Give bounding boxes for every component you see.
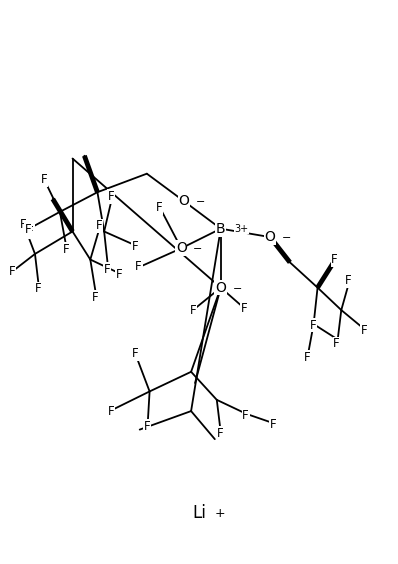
Text: O: O xyxy=(215,281,226,294)
Text: F: F xyxy=(144,420,150,433)
Text: F: F xyxy=(132,347,138,360)
Text: 3+: 3+ xyxy=(234,224,249,233)
Text: +: + xyxy=(215,506,225,519)
Text: F: F xyxy=(304,351,310,364)
Text: F: F xyxy=(361,324,367,337)
Text: F: F xyxy=(270,418,277,431)
Text: F: F xyxy=(345,274,352,288)
Text: Li: Li xyxy=(192,504,206,522)
Text: F: F xyxy=(217,427,223,440)
Text: F: F xyxy=(116,268,123,281)
Text: −: − xyxy=(232,284,242,294)
Text: −: − xyxy=(282,233,291,243)
Text: F: F xyxy=(135,261,142,274)
Text: F: F xyxy=(104,263,111,276)
Text: F: F xyxy=(9,266,16,279)
Text: F: F xyxy=(35,282,41,295)
Text: F: F xyxy=(20,218,26,231)
Text: F: F xyxy=(156,201,163,214)
Text: O: O xyxy=(179,194,189,208)
Text: F: F xyxy=(242,408,249,421)
Text: F: F xyxy=(241,302,248,315)
Text: O: O xyxy=(176,241,187,255)
Text: F: F xyxy=(333,337,340,350)
Text: F: F xyxy=(132,240,138,253)
Text: −: − xyxy=(196,197,205,208)
Text: F: F xyxy=(331,253,338,266)
Text: F: F xyxy=(27,225,34,238)
Text: F: F xyxy=(108,190,115,203)
Text: −: − xyxy=(193,244,203,254)
Text: F: F xyxy=(96,219,103,232)
Text: F: F xyxy=(25,223,31,236)
Text: F: F xyxy=(41,173,47,186)
Text: O: O xyxy=(265,230,275,244)
Text: B: B xyxy=(216,222,226,236)
Text: F: F xyxy=(108,404,115,417)
Text: F: F xyxy=(62,243,69,256)
Text: F: F xyxy=(190,303,196,316)
Text: F: F xyxy=(310,319,316,332)
Text: F: F xyxy=(92,290,99,303)
